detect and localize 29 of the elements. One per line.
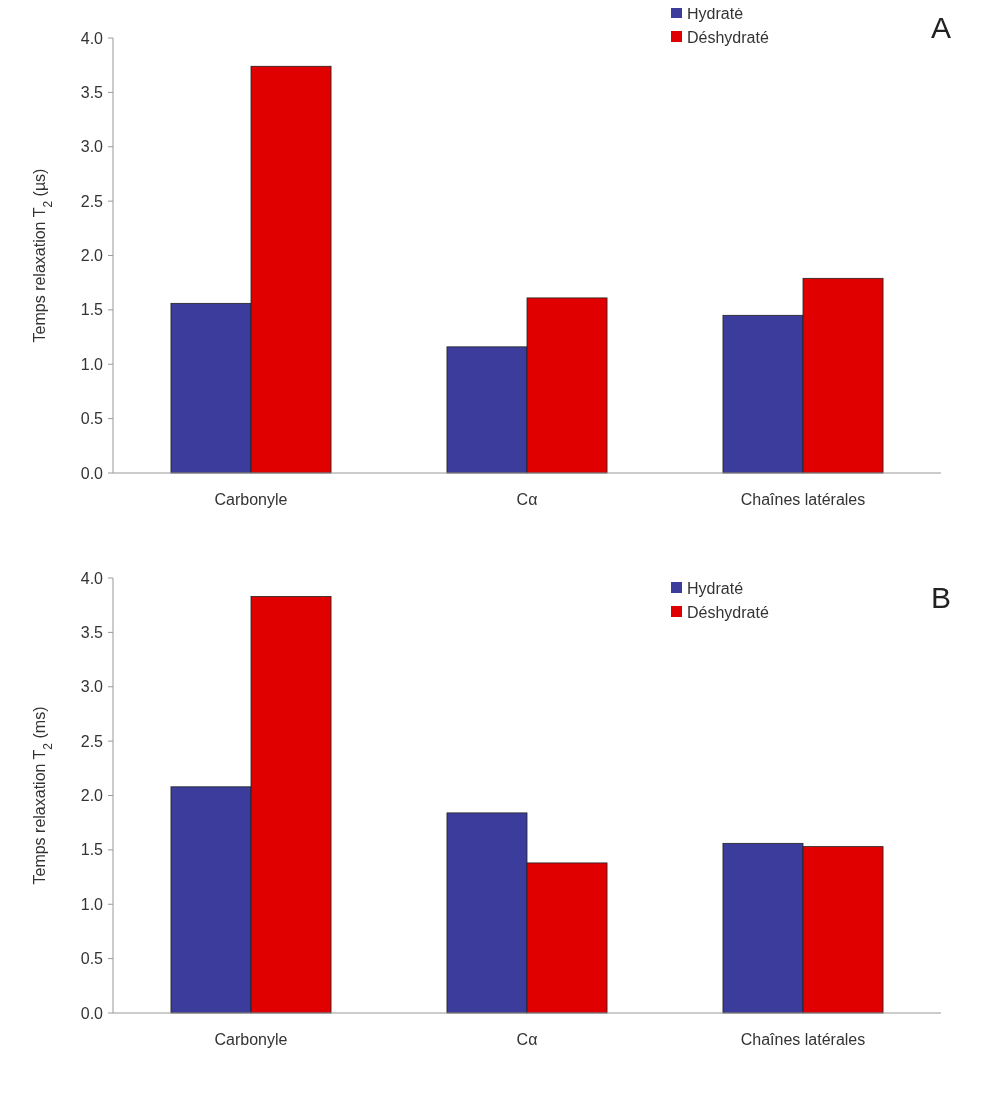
- x-tick-label: Cα: [516, 1031, 538, 1048]
- y-tick-label: 4.0: [80, 29, 104, 47]
- y-tick-label: 3.5: [80, 623, 104, 641]
- y-tick-label: 1.0: [80, 895, 104, 913]
- legend-label: Déshydraté: [687, 603, 769, 621]
- y-tick-label: 2.5: [80, 192, 104, 210]
- y-tick-label: 0.5: [80, 950, 104, 968]
- y-tick-label: 3.0: [80, 138, 104, 156]
- y-tick-label: 0.5: [80, 410, 104, 428]
- annotation: A: [930, 11, 951, 44]
- y-tick-label: 3.0: [80, 678, 104, 696]
- annotation: B: [930, 581, 951, 614]
- legend-label: Déshydraté: [687, 28, 769, 46]
- legend-label: Hydraté: [687, 579, 744, 597]
- y-tick-label: 4.0: [80, 569, 104, 587]
- y-tick-label: 2.5: [80, 732, 104, 750]
- x-tick-label: Carbonyle: [214, 1031, 288, 1048]
- x-tick-label: Chaînes latérales: [740, 1031, 866, 1048]
- y-tick-label: 0.0: [80, 1004, 104, 1022]
- y-tick-label: 1.5: [80, 301, 104, 319]
- x-tick-label: Carbonyle: [214, 491, 288, 508]
- y-tick-label: 1.5: [80, 841, 104, 859]
- y-tick-label: 1.0: [80, 355, 104, 373]
- x-tick-label: Cα: [516, 491, 538, 508]
- y-tick-label: 0.0: [80, 464, 104, 482]
- x-tick-label: Chaînes latérales: [740, 491, 866, 508]
- y-tick-label: 2.0: [80, 247, 104, 265]
- y-tick-label: 2.0: [80, 787, 104, 805]
- y-tick-label: 3.5: [80, 83, 104, 101]
